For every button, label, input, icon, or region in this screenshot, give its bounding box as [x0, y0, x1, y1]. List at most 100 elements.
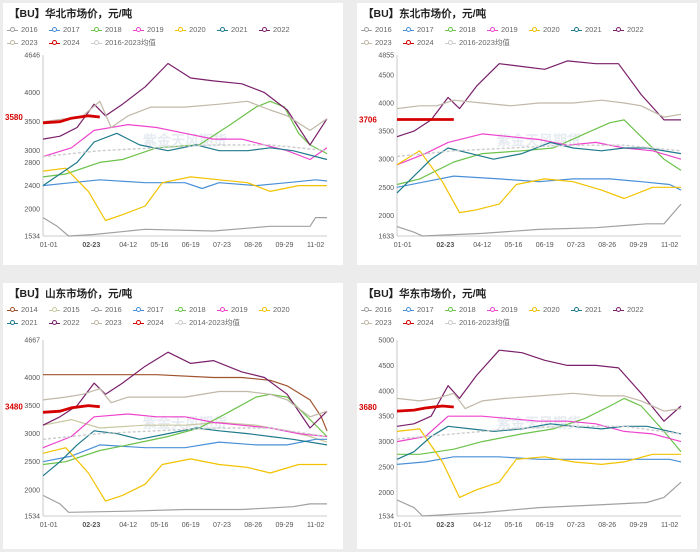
y-tick-label: 1633	[378, 234, 394, 241]
series-line-2017[interactable]	[42, 438, 327, 463]
legend-dot	[94, 307, 99, 313]
series-line-2022[interactable]	[42, 351, 328, 429]
series-line-2016[interactable]	[396, 203, 682, 237]
series-line-avg[interactable]	[42, 144, 328, 158]
legend-item[interactable]: 2021	[571, 23, 613, 36]
x-tick-label: 02-23	[82, 242, 100, 249]
legend-item[interactable]: 2020	[529, 303, 571, 316]
series-line-2018[interactable]	[42, 100, 328, 178]
series-line-2018[interactable]	[396, 119, 682, 186]
series-line-avg[interactable]	[42, 427, 328, 440]
legend-item[interactable]: 2017	[403, 303, 445, 316]
legend-item[interactable]: 2016	[361, 303, 403, 316]
series-line-2023[interactable]	[42, 388, 328, 418]
legend-item[interactable]: 2017	[133, 303, 175, 316]
chart-panel-shandong: 【BU】山东市场价，元/吨 2014 2015 2016 2017 2018 2019 20…	[3, 283, 343, 549]
series-line-2021[interactable]	[396, 141, 682, 194]
series-line-2023[interactable]	[42, 100, 328, 131]
legend-item[interactable]: 2017	[49, 23, 91, 36]
legend-item[interactable]: 2018	[445, 303, 487, 316]
series-line-2019[interactable]	[42, 124, 328, 161]
series-line-2024[interactable]	[396, 404, 454, 413]
legend-item[interactable]: 2015	[49, 303, 91, 316]
legend-item[interactable]: 2023	[361, 316, 403, 329]
legend-item[interactable]: 2016-2023均值	[91, 36, 169, 49]
series-line-2019[interactable]	[396, 415, 682, 443]
legend-item[interactable]: 2021	[217, 23, 259, 36]
legend-item[interactable]: 2021	[7, 316, 49, 329]
legend-item[interactable]: 2016-2023均值	[445, 316, 523, 329]
legend-item[interactable]: 2023	[91, 316, 133, 329]
legend-item[interactable]: 2014	[7, 303, 49, 316]
y-tick-label: 3500	[378, 129, 394, 136]
legend-item[interactable]: 2017	[403, 23, 445, 36]
x-tick-label: 04-12	[119, 522, 137, 529]
series-line-avg[interactable]	[396, 425, 682, 440]
series-line-2020[interactable]	[396, 150, 681, 214]
legend-dot	[616, 27, 621, 33]
series-line-2020[interactable]	[396, 428, 681, 498]
legend-item[interactable]: 2019	[217, 303, 259, 316]
series-line-2014[interactable]	[43, 374, 328, 432]
legend-item[interactable]: 2022	[613, 303, 655, 316]
x-tick-label: 09-29	[275, 242, 293, 249]
legend-dot	[406, 40, 411, 46]
chart-legend: 2016 2017 2018 2019 2020 2021 2022 2023 2024 2016…	[7, 23, 339, 49]
chart-plot: 1633 2000 2500 3000 3500 4000 4500 4855 01-01 02-…	[359, 53, 682, 249]
series-line-2020[interactable]	[42, 447, 327, 502]
y-tick-label: 3000	[378, 157, 394, 164]
legend-label: 2016-2023均值	[105, 38, 156, 47]
legend-item[interactable]: 2023	[7, 36, 49, 49]
series-line-2016[interactable]	[42, 494, 327, 513]
legend-item[interactable]: 2016	[7, 23, 49, 36]
legend-item[interactable]: 2024	[49, 36, 91, 49]
series-line-2016[interactable]	[396, 481, 682, 517]
legend-item[interactable]: 2019	[487, 23, 529, 36]
legend-label: 2024	[147, 318, 164, 327]
legend-dot	[178, 307, 183, 313]
legend-item[interactable]: 2016	[361, 23, 403, 36]
series-line-2021[interactable]	[42, 427, 328, 477]
legend-dot	[532, 307, 537, 313]
legend-dot	[262, 27, 267, 33]
legend-item[interactable]: 2018	[91, 23, 133, 36]
legend-swatch	[259, 27, 270, 33]
legend-item[interactable]: 2019	[133, 23, 175, 36]
legend-swatch	[175, 320, 186, 326]
series-line-2023[interactable]	[396, 99, 682, 118]
legend-item[interactable]: 2024	[403, 36, 445, 49]
legend-item[interactable]: 2018	[175, 303, 217, 316]
series-line-2024[interactable]	[42, 114, 100, 125]
legend-swatch	[259, 307, 270, 313]
chart-legend: 2016 2017 2018 2019 2020 2021 2022 2023 2024 2016…	[361, 303, 693, 329]
legend-item[interactable]: 2022	[49, 316, 91, 329]
x-tick-label: 06-19	[182, 522, 200, 529]
series-line-2022[interactable]	[42, 62, 328, 146]
series-line-2019[interactable]	[396, 133, 682, 166]
series-line-2016[interactable]	[42, 217, 327, 237]
legend-item[interactable]: 2016	[91, 303, 133, 316]
series-line-2023[interactable]	[396, 392, 682, 412]
legend-swatch	[487, 307, 498, 313]
legend-item[interactable]: 2019	[487, 303, 529, 316]
legend-item[interactable]: 2024	[133, 316, 175, 329]
legend-item[interactable]: 2023	[361, 36, 403, 49]
y-tick-label: 2500	[24, 459, 40, 466]
legend-item[interactable]: 2016-2023均值	[445, 36, 523, 49]
legend-item[interactable]: 2022	[259, 23, 301, 36]
series-line-2021[interactable]	[42, 132, 328, 187]
legend-item[interactable]: 2024	[403, 316, 445, 329]
series-line-2017[interactable]	[42, 179, 328, 190]
series-line-avg[interactable]	[396, 144, 682, 158]
series-line-2020[interactable]	[42, 167, 327, 222]
legend-item[interactable]: 2021	[571, 303, 613, 316]
legend-item[interactable]: 2020	[175, 23, 217, 36]
legend-item[interactable]: 2020	[529, 23, 571, 36]
legend-item[interactable]: 2014-2023均值	[175, 316, 253, 329]
series-line-2022[interactable]	[396, 60, 681, 138]
series-line-2018[interactable]	[397, 397, 682, 455]
legend-item[interactable]: 2020	[259, 303, 301, 316]
legend-item[interactable]: 2018	[445, 23, 487, 36]
legend-item[interactable]: 2022	[613, 23, 655, 36]
series-line-2024[interactable]	[42, 404, 100, 414]
